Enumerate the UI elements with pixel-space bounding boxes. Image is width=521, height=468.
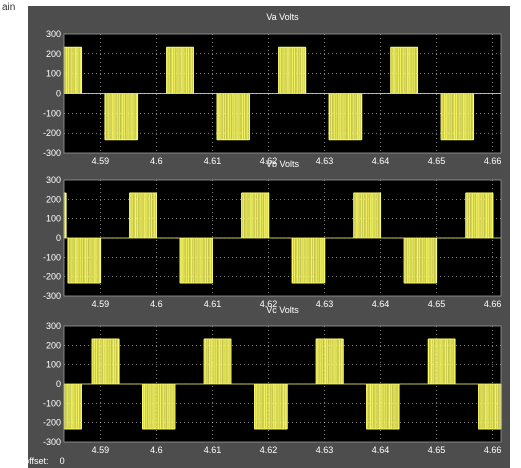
signal-series: [63, 192, 494, 284]
y-tick-label: 300: [46, 321, 61, 331]
y-tick-label: 100: [46, 69, 61, 79]
y-tick-label: 100: [46, 360, 61, 370]
x-tick-label: 4.59: [92, 445, 110, 455]
x-tick-label: 4.6: [150, 445, 163, 455]
y-tick-label: 200: [46, 340, 61, 350]
x-tick-label: 4.64: [372, 156, 390, 166]
subplot-title: Va Volts: [266, 12, 299, 22]
plot-frame: [63, 179, 502, 297]
x-tick-label: 4.63: [316, 156, 334, 166]
x-tick-label: 4.63: [316, 445, 334, 455]
time-offset-value: 0: [59, 456, 65, 466]
y-tick-label: 200: [46, 49, 61, 59]
x-tick-label: 4.61: [204, 156, 222, 166]
y-tick-label: -100: [43, 108, 61, 118]
signal-series: [63, 46, 475, 141]
y-tick-label: -300: [43, 291, 61, 301]
x-tick-label: 4.6: [150, 156, 163, 166]
y-tick-label: 300: [46, 175, 61, 185]
x-tick-label: 4.66: [484, 445, 502, 455]
x-tick-label: 4.59: [92, 156, 110, 166]
y-tick-label: 0: [56, 379, 61, 389]
x-tick-label: 4.59: [92, 299, 110, 309]
x-tick-label: 4.66: [484, 156, 502, 166]
x-tick-label: 4.66: [484, 299, 502, 309]
y-tick-label: -300: [43, 148, 61, 158]
plot-frame: [63, 33, 502, 154]
corner-text: ain: [2, 2, 16, 13]
y-tick-label: -200: [43, 418, 61, 428]
x-tick-label: 4.62: [260, 299, 278, 309]
y-tick-label: 300: [46, 29, 61, 39]
subplot-title: Vc Volts: [266, 305, 299, 315]
x-tick-label: 4.62: [260, 445, 278, 455]
y-tick-label: 0: [56, 89, 61, 99]
x-tick-label: 4.6: [150, 299, 163, 309]
y-tick-label: -100: [43, 398, 61, 408]
time-offset-label: Time offset:: [2, 456, 49, 466]
subplot-2: Vb Volts 300 200 100 0 -100 -200 -300 4.59 4.6 4.6…: [43, 159, 502, 309]
y-tick-label: -300: [43, 437, 61, 447]
x-tick-label: 4.65: [428, 299, 446, 309]
subplot-title: Vb Volts: [266, 159, 300, 169]
x-tick-label: 4.63: [316, 299, 334, 309]
x-tick-label: 4.64: [372, 299, 390, 309]
y-tick-label: -100: [43, 252, 61, 262]
y-tick-label: -200: [43, 272, 61, 282]
scope-svg: Va Volts 300 200 100 0 -100 -200 -300 4.59 4.6 4.6…: [43, 12, 502, 455]
y-tick-label: -200: [43, 128, 61, 138]
x-tick-label: 4.65: [428, 445, 446, 455]
x-tick-label: 4.64: [372, 445, 390, 455]
x-tick-label: 4.62: [260, 156, 278, 166]
subplot-3: Vc Volts 300 200 100 0 -100 -200 -300 4.59 4.6 4.6…: [43, 305, 502, 455]
plot-frame: [63, 325, 502, 443]
time-offset-readout: Time offset: 0: [2, 456, 65, 466]
x-tick-label: 4.65: [428, 156, 446, 166]
x-tick-label: 4.61: [204, 445, 222, 455]
y-tick-label: 200: [46, 194, 61, 204]
x-tick-label: 4.61: [204, 299, 222, 309]
y-tick-label: 100: [46, 214, 61, 224]
y-tick-label: 0: [56, 233, 61, 243]
scope-plot-panel: Va Volts 300 200 100 0 -100 -200 -300 4.59 4.6 4.6…: [28, 6, 510, 468]
subplot-1: Va Volts 300 200 100 0 -100 -200 -300 4.59 4.6 4.6…: [43, 12, 502, 166]
